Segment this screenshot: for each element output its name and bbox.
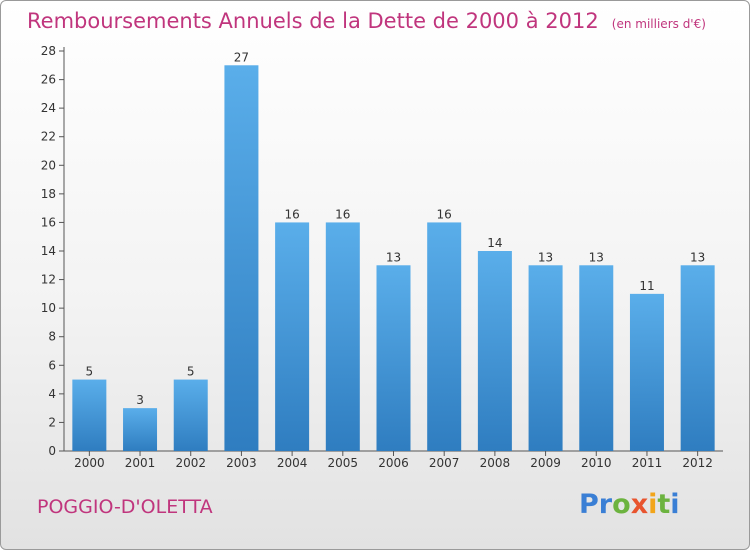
chart-unit-label: (en milliers d'€) [611, 17, 706, 31]
bar-2011 [629, 293, 664, 451]
bar-value-label: 16 [335, 207, 350, 221]
y-tick-label: 12 [41, 273, 56, 287]
y-tick-label: 26 [41, 73, 56, 87]
y-tick-label: 8 [48, 330, 56, 344]
bar-2007 [427, 222, 462, 451]
bar-2001 [123, 408, 158, 451]
bar-2005 [325, 222, 360, 451]
y-tick-label: 16 [41, 215, 56, 229]
y-tick-label: 18 [41, 187, 56, 201]
x-tick-label: 2003 [226, 456, 257, 470]
bar-value-label: 11 [639, 279, 654, 293]
bar-value-label: 13 [386, 250, 401, 264]
chart-title: Remboursements Annuels de la Dette de 20… [27, 9, 706, 33]
bar-2008 [477, 251, 512, 451]
y-tick-label: 4 [48, 387, 56, 401]
x-tick-label: 2007 [429, 456, 460, 470]
bar-2010 [579, 265, 614, 451]
x-tick-label: 2000 [74, 456, 105, 470]
logo-letter: t [657, 489, 671, 520]
bar-value-label: 14 [487, 236, 502, 250]
y-tick-label: 22 [41, 130, 56, 144]
y-tick-label: 20 [41, 158, 56, 172]
bar-2003 [224, 65, 259, 452]
x-tick-label: 2005 [328, 456, 359, 470]
y-tick-label: 6 [48, 358, 56, 372]
x-tick-label: 2010 [581, 456, 612, 470]
chart-bars [72, 65, 715, 452]
chart-value-labels: 5 3 5 27 16 16 13 16 14 13 13 11 13 [86, 50, 706, 407]
bar-value-label: 5 [86, 365, 94, 379]
y-tick-label: 2 [48, 415, 56, 429]
logo-letter: x [630, 489, 649, 520]
bar-value-label: 27 [234, 50, 249, 64]
x-tick-label: 2009 [530, 456, 561, 470]
x-tick-label: 2011 [632, 456, 663, 470]
commune-name: POGGIO-D'OLETTA [37, 496, 213, 518]
x-tick-label: 2012 [682, 456, 713, 470]
y-tick-label: 14 [41, 244, 56, 258]
y-tick-label: 0 [48, 444, 56, 458]
logo-letter: P [579, 489, 599, 520]
bar-2006 [376, 265, 411, 451]
x-tick-label: 2002 [175, 456, 206, 470]
bar-2004 [275, 222, 310, 451]
bar-value-label: 13 [538, 250, 553, 264]
bar-2002 [173, 379, 208, 451]
y-tick-label: 24 [41, 101, 56, 115]
logo-letter: r [598, 489, 613, 520]
bar-value-label: 3 [136, 393, 144, 407]
x-tick-label: 2006 [378, 456, 409, 470]
logo-letter: o [612, 489, 631, 520]
y-tick-label: 28 [41, 44, 56, 58]
bar-value-label: 16 [437, 207, 452, 221]
x-tick-label: 2001 [125, 456, 156, 470]
bar-2000 [72, 379, 107, 451]
bar-value-label: 16 [284, 207, 299, 221]
y-tick-label: 10 [41, 301, 56, 315]
chart-title-text: Remboursements Annuels de la Dette de 20… [27, 9, 599, 33]
bar-value-label: 13 [690, 250, 705, 264]
bar-2009 [528, 265, 563, 451]
bar-value-label: 13 [589, 250, 604, 264]
bar-2012 [680, 265, 715, 451]
x-tick-label: 2008 [480, 456, 511, 470]
x-tick-label: 2004 [277, 456, 308, 470]
logo-letter: i [648, 489, 658, 520]
logo-letter: i [670, 489, 680, 520]
proxiti-logo: Proxiti [579, 489, 680, 520]
bar-value-label: 5 [187, 365, 195, 379]
